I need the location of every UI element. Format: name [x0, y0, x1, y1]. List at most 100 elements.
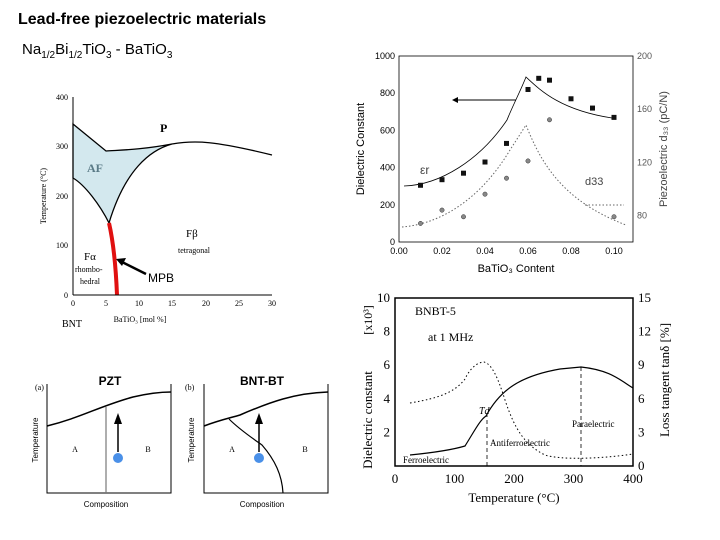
region-p: P	[160, 121, 167, 135]
y-tick: 4	[384, 391, 391, 406]
y2-tick: 200	[637, 51, 652, 61]
y-axis-label: Dielectric constant	[360, 371, 375, 469]
er-point	[536, 75, 542, 81]
y2-axis-label: Loss tangent tanδ [%]	[657, 323, 672, 437]
loss-tangent-curve	[409, 361, 634, 459]
x-tick: 300	[564, 471, 584, 486]
x-tick: 400	[623, 471, 643, 486]
er-point	[547, 77, 552, 83]
x-tick: 25	[235, 299, 243, 308]
x-tick: 0	[392, 471, 399, 486]
y-tick: 8	[384, 324, 391, 339]
x-tick: 0.08	[562, 246, 580, 256]
y-unit-label: [x10³]	[361, 305, 375, 335]
y2-axis-label: Piezoelectric d₃₃ (pC/N)	[658, 91, 670, 207]
d33-label: d33	[585, 176, 603, 188]
er-label: εr	[420, 163, 429, 177]
region-a: A	[229, 445, 235, 454]
d33-point	[525, 158, 531, 164]
y2-tick: 9	[638, 357, 645, 372]
y-tick: 0	[390, 237, 395, 247]
region-antiferroelectric: Antiferroelectric	[490, 438, 550, 448]
region-fbeta-sub: tetragonal	[178, 246, 211, 255]
y2-tick: 6	[638, 391, 645, 406]
y2-tick: 80	[637, 210, 647, 220]
y2-tick: 3	[638, 424, 645, 439]
plot-frame	[394, 297, 634, 467]
x-axis-label: Temperature (°C)	[468, 490, 559, 505]
er-point	[482, 159, 488, 165]
chart-subtitle: at 1 MHz	[428, 330, 473, 344]
x-tick: 0.04	[476, 246, 494, 256]
d33-point	[482, 191, 488, 197]
er-point	[568, 96, 574, 102]
y-tick: 600	[380, 125, 395, 135]
region-b: B	[302, 445, 307, 454]
y-tick: 400	[380, 163, 395, 173]
y-axis-label: Temperature (°C)	[39, 168, 48, 225]
y-tick: 400	[56, 93, 68, 102]
paraelectric-boundary	[171, 141, 273, 156]
d33-point	[439, 207, 445, 213]
er-point	[461, 170, 466, 176]
er-point	[418, 182, 423, 188]
er-point	[439, 177, 445, 183]
y-tick: 0	[64, 291, 68, 300]
y2-tick: 120	[637, 157, 652, 167]
region-ferroelectric: Ferroelectric	[403, 455, 449, 465]
y2-tick: 15	[638, 290, 651, 305]
mpb-label: MPB	[148, 271, 174, 285]
region-af: AF	[87, 161, 103, 175]
er-fit-curve	[403, 76, 613, 187]
x-axis-label: BaTiO₃ Content	[478, 263, 555, 275]
d33-point	[461, 214, 466, 220]
phase-boundary	[203, 391, 329, 427]
composition-dot	[254, 453, 264, 463]
panel-title: PZT	[99, 374, 122, 388]
er-point	[611, 114, 617, 120]
phase-diagram: 400 300 200 100 0 0 5 10 15 20 25 30 BaT…	[39, 93, 276, 330]
d33-fit-curve	[401, 123, 627, 228]
region-a: A	[72, 445, 78, 454]
arrow-head-icon	[116, 258, 126, 266]
x-tick: 0.02	[433, 246, 451, 256]
x-axis-label: BaTiO₃ [mol %]	[114, 315, 167, 324]
x-tick: 0.06	[519, 246, 537, 256]
arrow-head-icon	[114, 413, 122, 424]
arrow-head-icon	[452, 97, 458, 103]
region-fbeta: Fβ	[186, 228, 198, 240]
curved-mpb	[228, 418, 284, 494]
composition-dot	[113, 453, 123, 463]
x-tick: 5	[104, 299, 108, 308]
region-b: B	[145, 445, 150, 454]
y2-tick: 0	[638, 458, 645, 473]
y-tick: 10	[377, 290, 390, 305]
x-tick: 0.10	[605, 246, 623, 256]
panel-tag: (b)	[185, 383, 195, 392]
region-falpha-sub: rhombo-	[75, 265, 103, 274]
x-tick: 100	[445, 471, 465, 486]
plot-frame	[398, 55, 634, 243]
y2-tick: 12	[638, 324, 651, 339]
dielectric-curve	[409, 366, 634, 456]
x-tick: 10	[135, 299, 143, 308]
y2-tick: 160	[637, 104, 652, 114]
mpb-arrow-icon	[121, 260, 147, 276]
slide-subtitle: Na1/2Bi1/2TiO3 - BaTiO3	[22, 41, 173, 61]
region-falpha-sub: hedral	[80, 277, 101, 286]
phase-boundary	[46, 391, 172, 427]
x-tick: 200	[504, 471, 524, 486]
y-tick: 2	[384, 424, 391, 439]
er-point	[590, 105, 595, 111]
panel-title: BNT-BT	[240, 374, 285, 388]
schematic-bnt-bt: (b) BNT-BT A B Composition Temperature	[185, 374, 329, 509]
d33-point	[418, 220, 423, 226]
slide-title: Lead-free piezoelectric materials	[18, 11, 267, 28]
y-tick: 800	[380, 88, 395, 98]
chart-title: BNBT-5	[415, 304, 456, 318]
y-axis-label: Temperature	[31, 417, 40, 462]
mpb-line	[107, 222, 119, 296]
x-tick: 0.00	[390, 246, 408, 256]
